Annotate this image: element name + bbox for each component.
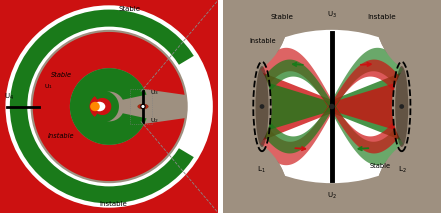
Text: L$_1$: L$_1$ (257, 165, 265, 175)
Text: U$_1$: U$_1$ (44, 82, 52, 91)
Circle shape (90, 94, 116, 119)
Circle shape (157, 0, 288, 81)
Ellipse shape (93, 102, 105, 111)
Text: U$_4$: U$_4$ (4, 92, 15, 102)
Circle shape (10, 10, 209, 203)
Ellipse shape (250, 34, 414, 179)
Text: U$_3$: U$_3$ (149, 88, 158, 97)
Polygon shape (138, 104, 149, 109)
Polygon shape (262, 81, 332, 132)
Text: Stable: Stable (119, 6, 141, 12)
Text: Instable: Instable (100, 201, 127, 207)
Circle shape (157, 0, 288, 81)
Text: Stable: Stable (270, 14, 293, 20)
Polygon shape (332, 60, 413, 119)
Polygon shape (251, 60, 332, 119)
Circle shape (329, 104, 335, 109)
Circle shape (376, 0, 441, 81)
Polygon shape (93, 91, 119, 122)
Ellipse shape (392, 48, 441, 165)
Circle shape (399, 104, 404, 109)
Text: Stable: Stable (51, 72, 72, 78)
Circle shape (157, 132, 288, 213)
Text: U$_2$: U$_2$ (149, 116, 158, 125)
Ellipse shape (255, 66, 269, 147)
Circle shape (30, 30, 188, 183)
Polygon shape (332, 48, 419, 124)
Circle shape (260, 104, 265, 109)
Circle shape (376, 0, 441, 81)
Polygon shape (70, 68, 146, 145)
Text: Stable: Stable (369, 163, 390, 169)
Polygon shape (244, 89, 332, 165)
Circle shape (90, 102, 100, 111)
Polygon shape (262, 72, 332, 141)
Circle shape (141, 104, 145, 109)
Circle shape (157, 132, 288, 213)
Polygon shape (33, 32, 185, 181)
Text: L$_2$: L$_2$ (398, 165, 407, 175)
Polygon shape (332, 89, 419, 165)
Polygon shape (223, 0, 441, 213)
Circle shape (5, 5, 213, 208)
Polygon shape (0, 0, 218, 213)
Polygon shape (332, 72, 402, 141)
Ellipse shape (395, 66, 408, 147)
Text: Instable: Instable (250, 38, 277, 44)
Text: Instable: Instable (368, 14, 396, 20)
Polygon shape (332, 94, 413, 153)
Text: Instable: Instable (48, 133, 75, 139)
Polygon shape (332, 81, 402, 132)
Polygon shape (244, 48, 332, 124)
Ellipse shape (392, 48, 441, 165)
Polygon shape (178, 54, 212, 159)
Polygon shape (138, 104, 149, 109)
Text: U$_2$: U$_2$ (327, 190, 337, 201)
Ellipse shape (223, 30, 441, 183)
Circle shape (376, 132, 441, 213)
Circle shape (376, 132, 441, 213)
Ellipse shape (174, 48, 272, 165)
Polygon shape (251, 94, 332, 153)
Text: U$_3$: U$_3$ (327, 10, 337, 20)
Ellipse shape (174, 48, 272, 165)
Circle shape (27, 27, 191, 186)
